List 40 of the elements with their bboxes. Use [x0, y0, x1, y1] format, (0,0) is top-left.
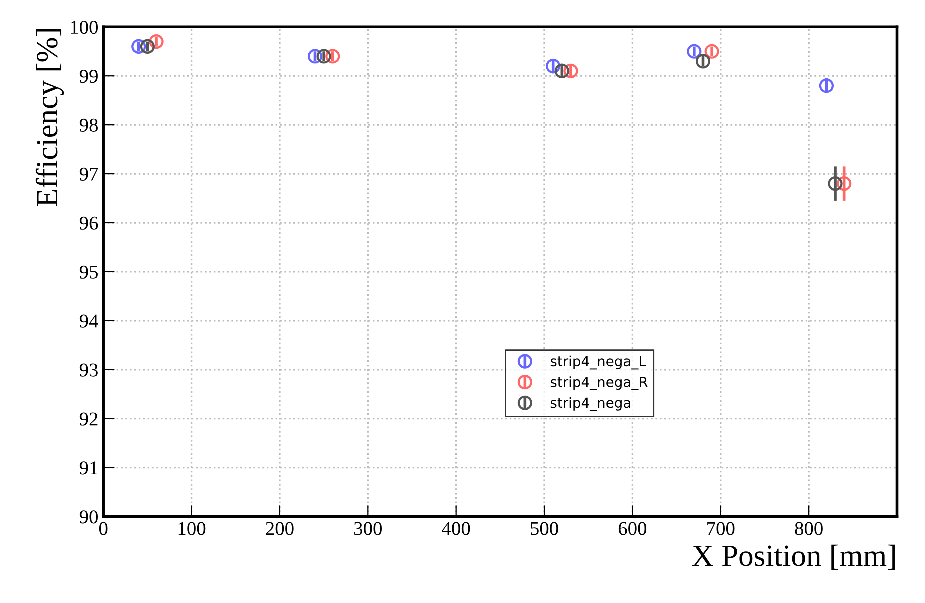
x-tick-label: 800 [795, 522, 823, 536]
point [316, 49, 332, 64]
point [819, 78, 834, 94]
y-tick-label: 99 [80, 70, 98, 84]
x-tick-label: 300 [354, 522, 382, 536]
x-tick-label: 0 [99, 522, 108, 536]
point [696, 54, 711, 69]
x-tick-label: 400 [442, 522, 470, 536]
y-tick-label: 96 [80, 216, 98, 230]
y-tick-label: 95 [80, 266, 98, 279]
point [554, 64, 570, 78]
point [564, 64, 578, 78]
point [140, 39, 155, 54]
legend-label: strip4_nega_R [550, 376, 648, 390]
point [546, 59, 561, 74]
point [132, 39, 146, 54]
point [308, 49, 323, 64]
y-tick-label: 97 [80, 168, 98, 181]
point [704, 44, 720, 59]
y-tick-label: 94 [80, 314, 98, 328]
x-tick-label: 700 [708, 522, 735, 536]
point [828, 176, 843, 192]
y-axis-title: Efficiency [%] [36, 29, 64, 206]
x-tick-label: 600 [618, 522, 647, 536]
x-tick-label: 200 [266, 522, 294, 536]
point [149, 34, 164, 50]
y-tick-label: 92 [80, 412, 98, 426]
x-tick-label: 100 [178, 522, 206, 536]
y-tick-label: 100 [71, 20, 98, 34]
point [837, 176, 852, 192]
x-axis-title: X Position [mm] [692, 544, 895, 570]
y-tick-label: 93 [80, 364, 98, 377]
x-tick-label: 500 [531, 522, 558, 536]
y-tick-label: 90 [80, 510, 98, 524]
point [687, 44, 702, 59]
legend-label: strip4_nega [550, 397, 630, 412]
y-tick-label: 98 [80, 118, 98, 132]
legend-label: strip4_nega_L [550, 356, 646, 370]
y-tick-label: 91 [80, 462, 98, 475]
point [326, 49, 340, 64]
